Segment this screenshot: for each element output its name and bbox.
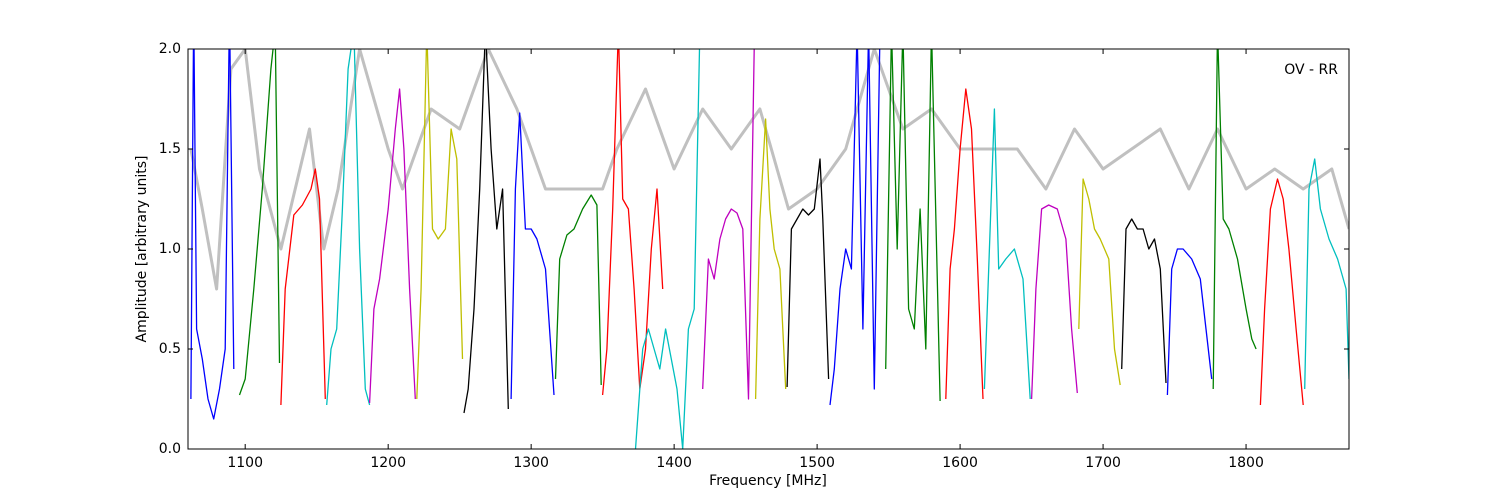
- series-line: [1030, 204, 1078, 400]
- series-line: [554, 194, 602, 386]
- series-line: [829, 49, 881, 406]
- y-tick-label: 0.0: [159, 441, 181, 457]
- x-tick-label: 1400: [656, 455, 692, 471]
- series-group: [189, 49, 1349, 449]
- x-tick-label: 1200: [370, 455, 406, 471]
- x-tick-label: 1600: [942, 455, 978, 471]
- x-axis-label: Frequency [MHz]: [709, 473, 827, 489]
- series-line: [702, 49, 755, 400]
- series-line: [1121, 218, 1167, 384]
- annotation: OV - RR: [1284, 62, 1338, 78]
- series-line: [510, 112, 555, 400]
- series-line: [463, 49, 509, 414]
- series-line: [238, 49, 281, 396]
- series-line: [368, 88, 416, 404]
- series-line: [416, 49, 464, 400]
- series-line: [983, 108, 1031, 400]
- series-line: [945, 88, 984, 400]
- series-line: [1304, 158, 1349, 390]
- x-tick-label: 1300: [513, 455, 549, 471]
- x-tick-label: 1100: [227, 455, 263, 471]
- y-tick-label: 1.5: [159, 141, 181, 157]
- y-tick-label: 0.5: [159, 341, 181, 357]
- series-line: [885, 49, 941, 402]
- y-tick-label: 2.0: [159, 41, 181, 57]
- series-line: [601, 49, 664, 396]
- series-line: [1259, 178, 1304, 406]
- y-tick-label: 1.0: [159, 241, 181, 257]
- series-line: [1166, 248, 1213, 396]
- series-line: [1212, 49, 1257, 390]
- plot-area: [188, 49, 1349, 449]
- x-tick-label: 1800: [1228, 455, 1264, 471]
- y-axis-label: Amplitude [arbitrary units]: [134, 156, 150, 343]
- series-line: [280, 168, 326, 406]
- x-tick-label: 1500: [799, 455, 835, 471]
- series-line: [326, 49, 371, 406]
- series-line: [190, 49, 235, 420]
- x-tick-label: 1700: [1085, 455, 1121, 471]
- series-line: [189, 49, 1349, 291]
- series-line: [634, 49, 701, 449]
- series-line: [786, 158, 830, 388]
- series-line: [754, 118, 787, 400]
- series-line: [1078, 178, 1121, 386]
